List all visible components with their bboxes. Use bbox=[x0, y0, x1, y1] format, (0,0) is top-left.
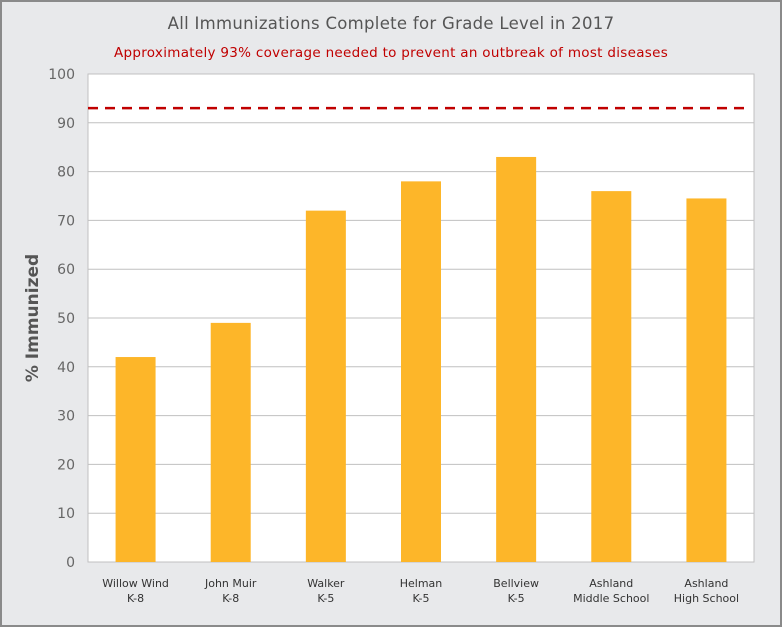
y-tick-label: 40 bbox=[57, 360, 75, 376]
chart-subtitle: Approximately 93% coverage needed to pre… bbox=[113, 45, 669, 61]
x-tick-label: Middle School bbox=[573, 592, 649, 605]
bar bbox=[496, 156, 537, 562]
bar bbox=[686, 198, 727, 562]
y-tick-label: 0 bbox=[66, 555, 75, 571]
x-tick-label: John Muir bbox=[204, 577, 257, 590]
y-tick-label: 80 bbox=[57, 165, 75, 181]
y-tick-label: 20 bbox=[57, 457, 75, 473]
bar bbox=[401, 181, 441, 563]
x-tick-label: Willow Wind bbox=[102, 577, 169, 590]
y-tick-label: 70 bbox=[57, 213, 75, 229]
y-tick-label: 10 bbox=[57, 506, 75, 522]
y-tick-label: 90 bbox=[57, 116, 75, 132]
y-tick-label: 60 bbox=[57, 262, 75, 278]
bar bbox=[210, 322, 251, 562]
x-tick-label: Ashland bbox=[684, 577, 728, 590]
x-tick-label: High School bbox=[674, 592, 739, 605]
x-tick-label: K-5 bbox=[317, 592, 334, 605]
y-tick-label: 50 bbox=[57, 311, 75, 327]
x-tick-label: K-8 bbox=[222, 592, 239, 605]
y-tick-label: 30 bbox=[57, 409, 75, 425]
bar bbox=[591, 191, 632, 562]
x-tick-label: K-8 bbox=[127, 592, 144, 605]
x-tick-label: Ashland bbox=[589, 577, 633, 590]
x-tick-label: Bellview bbox=[493, 577, 539, 590]
bar bbox=[305, 210, 346, 562]
bar bbox=[115, 357, 156, 562]
y-tick-label: 100 bbox=[48, 67, 75, 83]
y-axis-label: % Immunized bbox=[23, 254, 43, 382]
x-tick-label: Walker bbox=[307, 577, 345, 590]
x-tick-label: K-5 bbox=[412, 592, 429, 605]
x-tick-label: K-5 bbox=[508, 592, 525, 605]
x-tick-label: Helman bbox=[400, 577, 443, 590]
chart-title: All Immunizations Complete for Grade Lev… bbox=[167, 14, 615, 33]
